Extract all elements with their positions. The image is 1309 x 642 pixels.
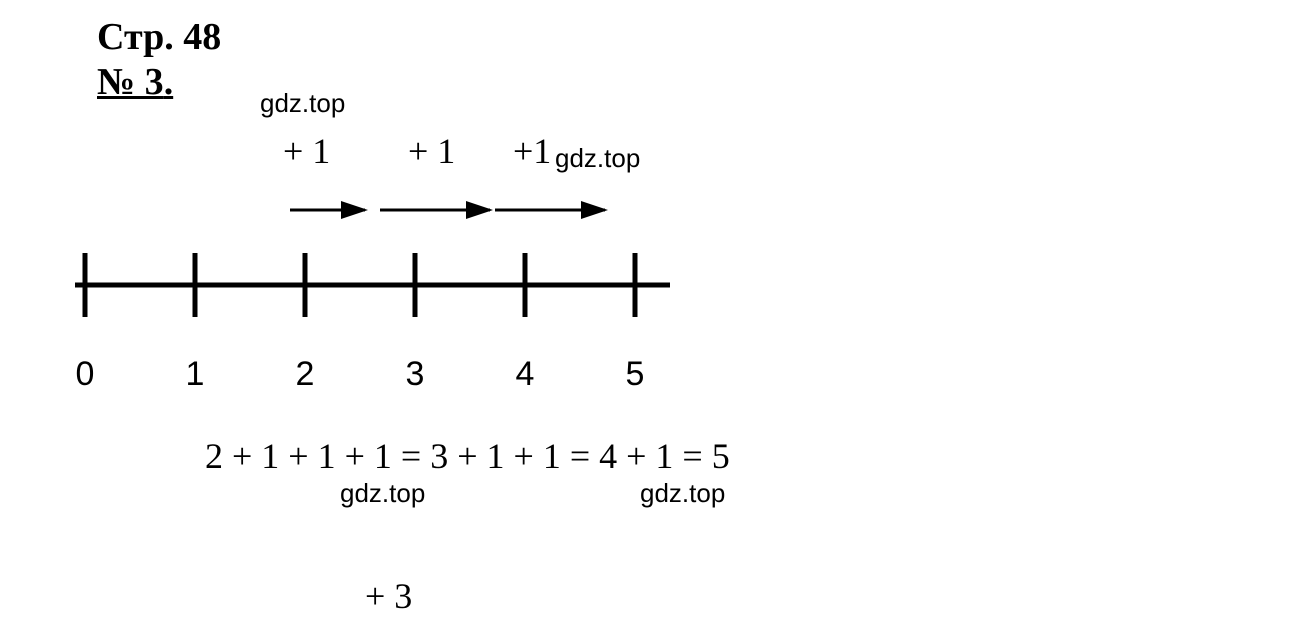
watermark-4: gdz.top bbox=[640, 478, 725, 509]
tick-label-3: 3 bbox=[406, 355, 425, 394]
tick-label-1: 1 bbox=[186, 355, 205, 394]
page-header-2: № 3. bbox=[97, 60, 173, 104]
numberline-svg bbox=[75, 245, 695, 355]
step-arrows bbox=[75, 180, 695, 240]
arrows-svg bbox=[75, 180, 695, 240]
header2-dot: . bbox=[164, 61, 174, 103]
tick-label-0: 0 bbox=[76, 355, 95, 394]
watermark-1: gdz.top bbox=[260, 88, 345, 119]
tick-label-2: 2 bbox=[296, 355, 315, 394]
step-label-1: + 1 bbox=[408, 130, 455, 172]
equation-line-1: 2 + 1 + 1 + 1 = 3 + 1 + 1 = 4 + 1 = 5 bbox=[205, 435, 730, 477]
watermark-3: gdz.top bbox=[340, 478, 425, 509]
tick-label-4: 4 bbox=[516, 355, 535, 394]
numberline bbox=[75, 245, 695, 355]
tick-label-5: 5 bbox=[626, 355, 645, 394]
step-label-2: +1 bbox=[513, 130, 551, 172]
page-header-1: Стр. 48 bbox=[97, 15, 221, 59]
header2-prefix: № 3 bbox=[97, 61, 164, 103]
equation-line-2: + 3 bbox=[365, 575, 412, 617]
watermark-2: gdz.top bbox=[555, 143, 640, 174]
step-label-0: + 1 bbox=[283, 130, 330, 172]
